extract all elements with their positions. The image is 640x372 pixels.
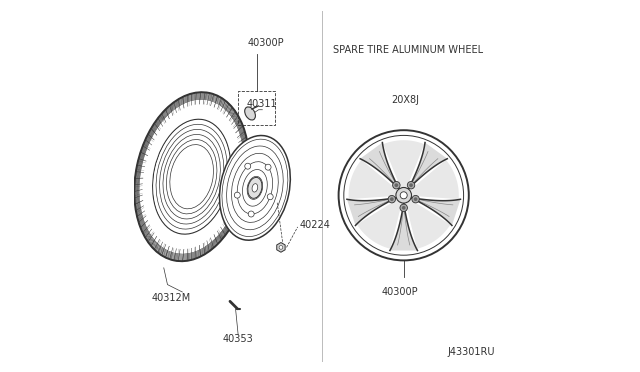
Circle shape: [412, 195, 419, 203]
Circle shape: [400, 204, 408, 212]
Circle shape: [396, 187, 412, 203]
Ellipse shape: [134, 92, 249, 261]
Polygon shape: [408, 142, 447, 189]
Circle shape: [388, 195, 396, 203]
Circle shape: [409, 183, 413, 187]
Circle shape: [402, 206, 406, 210]
Polygon shape: [406, 199, 451, 249]
Circle shape: [413, 197, 417, 201]
Circle shape: [279, 246, 283, 249]
Text: 40224: 40224: [300, 220, 330, 230]
Text: J43301RU: J43301RU: [447, 347, 495, 356]
Circle shape: [400, 192, 407, 199]
Text: 40300P: 40300P: [248, 38, 284, 48]
Text: 40300P: 40300P: [381, 287, 419, 297]
Circle shape: [268, 194, 273, 200]
Circle shape: [248, 211, 254, 217]
Circle shape: [244, 163, 251, 169]
Circle shape: [392, 182, 400, 189]
Circle shape: [234, 192, 240, 198]
Ellipse shape: [244, 107, 255, 120]
Text: SPARE TIRE ALUMINUM WHEEL: SPARE TIRE ALUMINUM WHEEL: [333, 45, 483, 55]
Ellipse shape: [154, 121, 230, 233]
Polygon shape: [390, 203, 417, 250]
Polygon shape: [276, 243, 285, 252]
Circle shape: [390, 197, 394, 201]
Circle shape: [265, 164, 271, 170]
Polygon shape: [411, 198, 460, 225]
Ellipse shape: [252, 184, 258, 192]
Text: 20X8J: 20X8J: [392, 96, 420, 105]
Circle shape: [339, 130, 468, 260]
Circle shape: [394, 183, 398, 187]
Polygon shape: [349, 160, 397, 199]
Circle shape: [344, 135, 463, 255]
Polygon shape: [357, 199, 402, 249]
Text: 40311: 40311: [247, 99, 278, 109]
Ellipse shape: [152, 119, 230, 234]
Polygon shape: [410, 160, 459, 199]
Text: 40353: 40353: [223, 334, 253, 343]
Text: 40312M: 40312M: [152, 293, 191, 302]
Ellipse shape: [248, 177, 262, 198]
Polygon shape: [383, 140, 424, 188]
Polygon shape: [360, 142, 399, 189]
Circle shape: [407, 182, 415, 189]
Ellipse shape: [220, 135, 291, 240]
Polygon shape: [347, 198, 396, 225]
